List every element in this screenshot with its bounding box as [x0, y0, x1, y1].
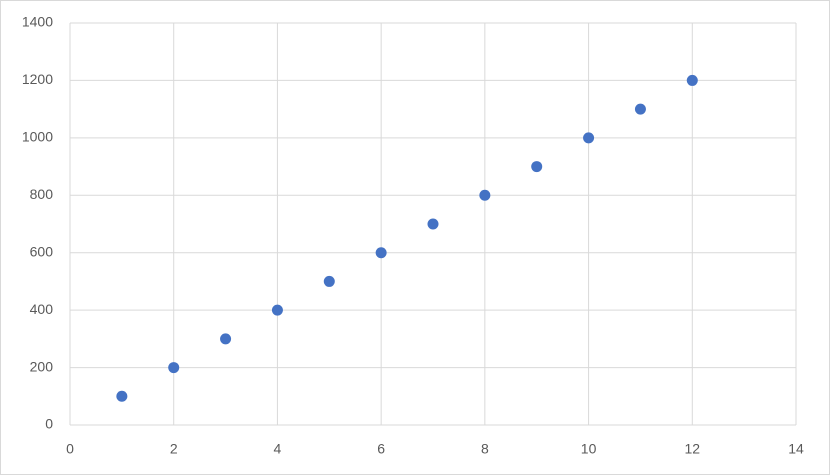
y-tick-label: 0 — [45, 416, 53, 432]
point — [479, 189, 491, 201]
y-tick-label: 200 — [30, 358, 54, 374]
point — [531, 161, 543, 173]
point — [116, 390, 128, 402]
y-tick-label: 600 — [30, 243, 54, 259]
x-tick-label: 4 — [274, 441, 282, 457]
y-tick-label: 1000 — [22, 129, 53, 145]
y-tick-label: 800 — [30, 186, 54, 202]
y-tick-label: 400 — [30, 301, 54, 317]
x-tick-label: 6 — [377, 441, 385, 457]
point — [583, 132, 595, 144]
x-tick-label: 14 — [788, 441, 804, 457]
point — [168, 362, 180, 374]
point — [220, 333, 232, 345]
y-tick-label: 1400 — [22, 14, 53, 30]
x-tick-label: 0 — [66, 441, 74, 457]
x-tick-label: 10 — [581, 441, 597, 457]
point — [323, 275, 335, 287]
x-tick-label: 12 — [684, 441, 700, 457]
point — [427, 218, 439, 230]
x-tick-label: 8 — [481, 441, 489, 457]
point — [686, 74, 698, 86]
point — [271, 304, 283, 316]
y-tick-label: 1200 — [22, 71, 53, 87]
x-tick-label: 2 — [170, 441, 178, 457]
point — [375, 247, 387, 259]
point — [634, 103, 646, 115]
